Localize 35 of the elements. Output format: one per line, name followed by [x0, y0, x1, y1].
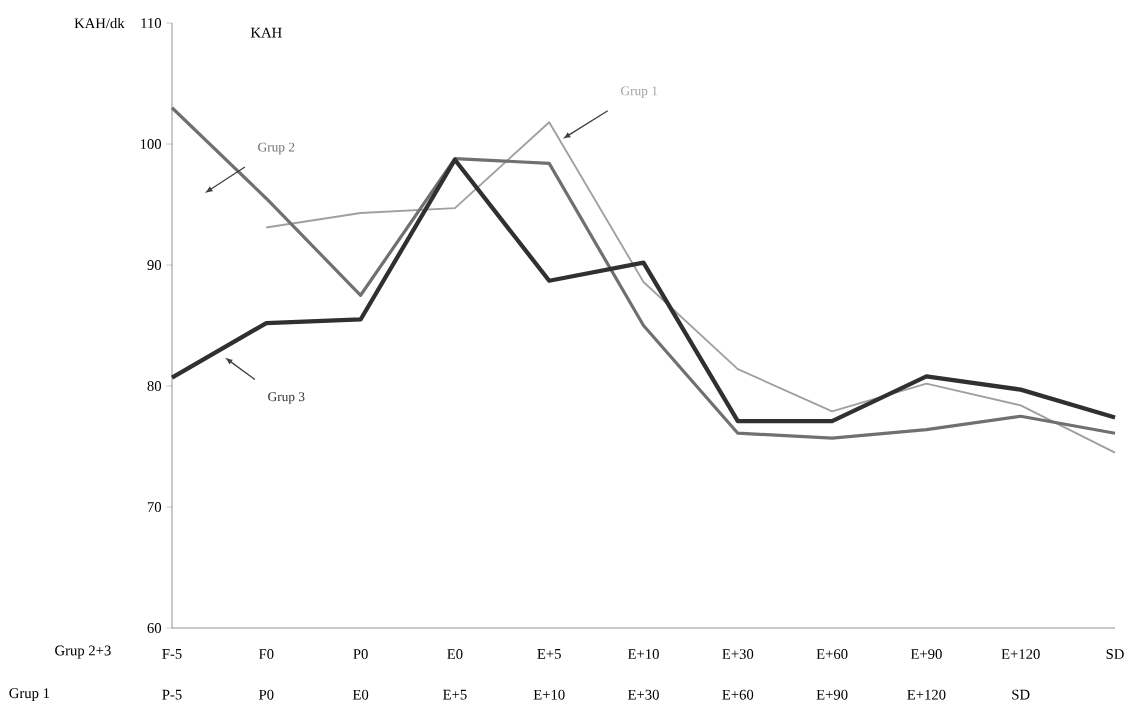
y-tick-label: 80: [147, 381, 162, 391]
text: SD: [1012, 689, 1030, 700]
x-tick-label: F0: [258, 649, 274, 659]
text: P-5: [162, 689, 182, 700]
x-tick-label: E+5: [537, 649, 561, 659]
text: E+60: [722, 689, 754, 700]
x-tick-label: E+30: [722, 649, 754, 659]
text: P0: [258, 689, 274, 700]
x-tick-label: SD: [1106, 649, 1124, 659]
y-tick-label: 100: [140, 139, 162, 149]
chart-title: KAH: [250, 27, 282, 38]
series-label: Grup 2: [258, 142, 295, 155]
text: Grup 3: [268, 392, 305, 404]
y-tick-label: 110: [141, 18, 162, 28]
x-tick-label: E+90: [910, 649, 942, 659]
y-tick-label: 90: [147, 260, 162, 270]
x-tick-label: E+120: [1001, 649, 1040, 659]
y-axis-title: KAH/dk: [74, 17, 125, 29]
line-series: [170, 106, 1117, 440]
text: Grup 1: [9, 688, 50, 702]
text: Grup 1: [621, 86, 658, 99]
text: E+5: [443, 689, 467, 700]
text: E+90: [816, 689, 848, 700]
x-tick-label: E+10: [627, 649, 659, 659]
x-tick-label: P0: [353, 649, 368, 659]
text: E+30: [627, 689, 659, 700]
text: E0: [352, 689, 369, 700]
text: E+120: [907, 689, 946, 700]
x-tick-label: E0: [447, 649, 463, 659]
y-tick-label: 60: [147, 623, 162, 633]
x-tick-label: F-5: [162, 649, 182, 659]
text: E+10: [533, 689, 565, 700]
text: Grup 2+3: [55, 645, 111, 659]
y-tick-label: 70: [147, 502, 162, 512]
x-tick-label: E+60: [816, 649, 848, 659]
